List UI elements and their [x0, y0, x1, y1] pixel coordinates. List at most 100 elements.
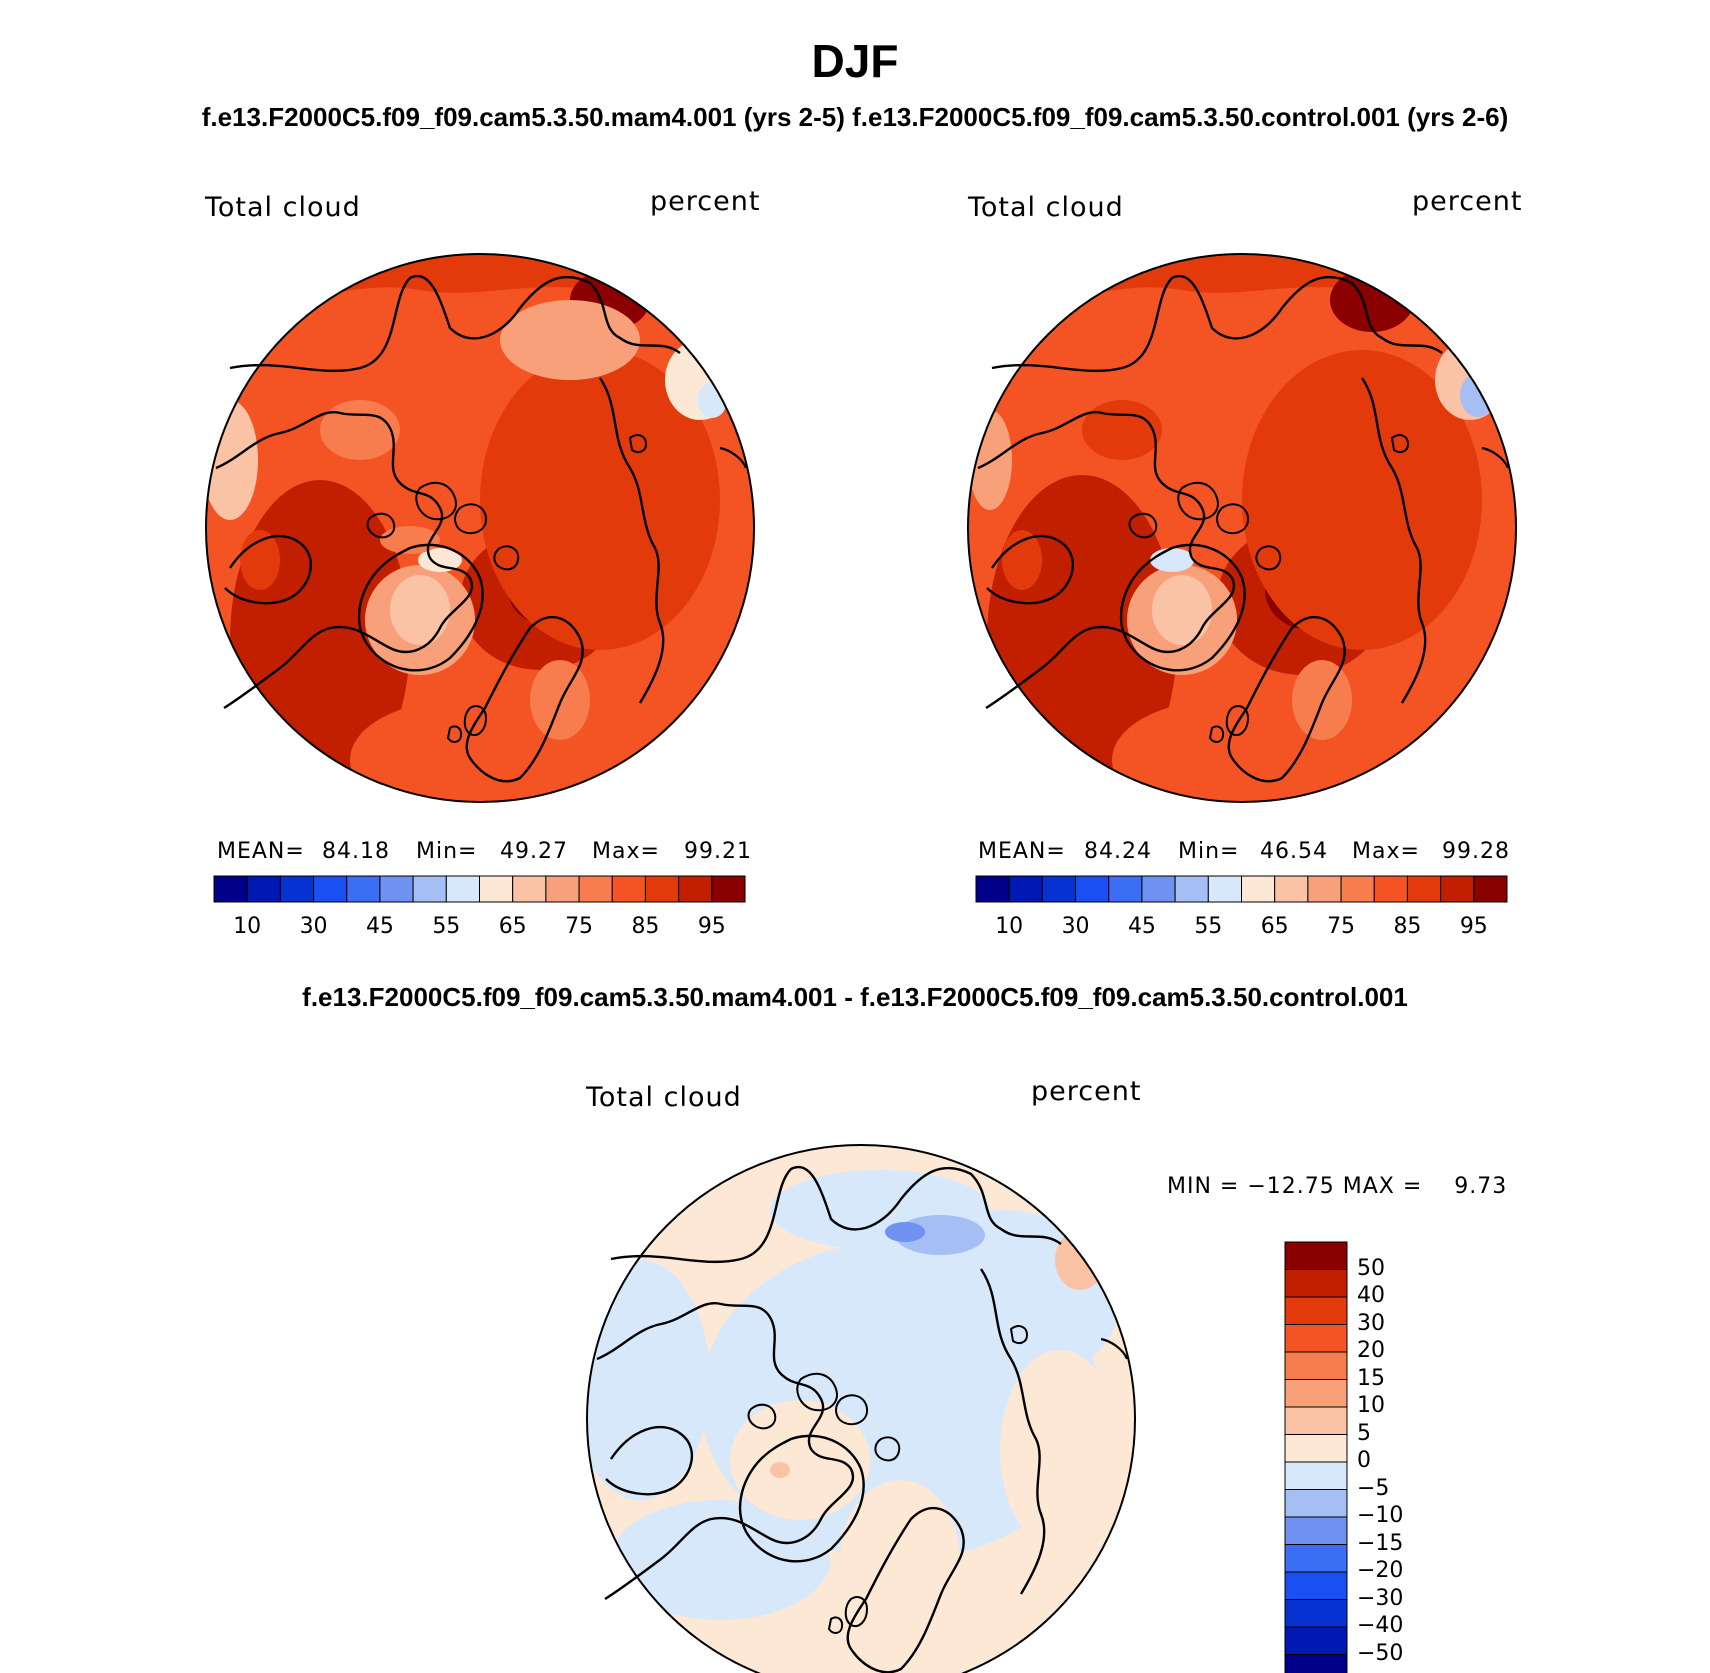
difference-colorbar-tick-label: −40	[1357, 1613, 1404, 1638]
colorbar-swatch	[1284, 1434, 1348, 1463]
diff-units-label: percent	[1031, 1076, 1142, 1107]
panel1-colorbar-tick-label: 65	[498, 914, 527, 939]
difference-title: f.e13.F2000C5.f09_f09.cam5.3.50.mam4.001…	[302, 982, 1408, 1012]
colorbar-swatch	[1284, 1324, 1348, 1353]
panel1-colorbar-tick-label: 95	[697, 914, 726, 939]
colorbar-swatch	[611, 875, 646, 903]
colorbar-swatch	[1284, 1626, 1348, 1655]
difference-map	[587, 1145, 1135, 1673]
colorbar-swatch	[1108, 875, 1143, 903]
colorbar-swatch	[1340, 875, 1375, 903]
colorbar-swatch	[1284, 1571, 1348, 1600]
difference-colorbar-tick-label: −15	[1357, 1530, 1404, 1556]
panel1-colorbar-tick-label: 45	[365, 914, 394, 939]
colorbar-swatch	[1141, 875, 1176, 903]
colorbar-swatch	[678, 875, 713, 903]
panel2-max-value: 99.28	[1442, 839, 1510, 864]
panel2-map-border	[967, 253, 1517, 803]
colorbar-swatch	[1406, 875, 1442, 903]
difference-colorbar	[1284, 1241, 1348, 1673]
colorbar-swatch	[1284, 1406, 1348, 1435]
colorbar-swatch	[644, 875, 680, 903]
difference-colorbar-tick-label: −50	[1357, 1640, 1404, 1666]
diff-variable-label: Total cloud	[586, 1082, 742, 1113]
colorbar-swatch	[1284, 1269, 1348, 1298]
colorbar-swatch	[578, 875, 613, 903]
colorbar-swatch	[479, 875, 514, 903]
panel1-colorbar-tick-label: 55	[432, 914, 461, 939]
panel2-colorbar-tick-label: 10	[995, 914, 1024, 939]
difference-colorbar-tick-label: −30	[1357, 1585, 1404, 1611]
panel2-colorbar-tick-label: 85	[1393, 914, 1422, 939]
panel2-map	[968, 254, 1516, 802]
colorbar-swatch	[1284, 1516, 1348, 1545]
panel2-variable-label: Total cloud	[968, 192, 1124, 223]
panel1-colorbar	[213, 875, 746, 903]
panel1-min-label: Min=	[416, 839, 478, 864]
colorbar-swatch	[412, 875, 447, 903]
difference-colorbar-tick-label: 20	[1357, 1338, 1385, 1363]
colorbar-swatch	[1284, 1599, 1348, 1628]
colorbar-swatch	[445, 875, 480, 903]
colorbar-swatch	[379, 875, 414, 903]
difference-colorbar-tick-label: 30	[1357, 1310, 1385, 1336]
panel2-colorbar-tick-label: 45	[1127, 914, 1156, 939]
panel2-colorbar-tick-label: 65	[1260, 914, 1289, 939]
colorbar-swatch	[1075, 875, 1110, 903]
colorbar-swatch	[1041, 875, 1077, 903]
difference-map-border	[586, 1144, 1136, 1673]
colorbar-swatch	[1284, 1379, 1348, 1408]
colorbar-swatch	[1373, 875, 1408, 903]
difference-colorbar-tick-label: 0	[1357, 1448, 1371, 1473]
colorbar-swatch	[1274, 875, 1309, 903]
difference-colorbar-tick-label: 5	[1357, 1420, 1371, 1446]
panel2-colorbar-tick-label: 55	[1194, 914, 1223, 939]
panel2-units-label: percent	[1412, 186, 1523, 217]
difference-colorbar-tick-label: 50	[1357, 1255, 1385, 1281]
panel1-colorbar-tick-label: 85	[631, 914, 660, 939]
colorbar-swatch	[711, 875, 746, 903]
panel1-mean-value: 84.18	[322, 839, 390, 864]
panel1-mean-label: MEAN=	[217, 839, 305, 864]
colorbar-swatch	[545, 875, 580, 903]
colorbar-swatch	[1473, 875, 1508, 903]
colorbar-swatch	[1207, 875, 1242, 903]
panel2-colorbar-tick-label: 30	[1061, 914, 1090, 939]
panel1-max-label: Max=	[592, 839, 660, 864]
panel2-mean-value: 84.24	[1084, 839, 1152, 864]
colorbar-swatch	[1284, 1461, 1348, 1490]
colorbar-swatch	[1241, 875, 1276, 903]
panel1-min-value: 49.27	[500, 839, 568, 864]
colorbar-swatch	[246, 875, 281, 903]
panel2-colorbar	[975, 875, 1508, 903]
colorbar-swatch	[313, 875, 348, 903]
difference-colorbar-tick-label: 10	[1357, 1393, 1385, 1418]
panel1-map	[206, 254, 754, 802]
diff-minmax-label: MIN = −12.75 MAX = 9.73	[1167, 1174, 1508, 1199]
colorbar-swatch	[1008, 875, 1043, 903]
colorbar-swatch	[1284, 1544, 1348, 1573]
colorbar-swatch	[213, 875, 248, 903]
panel1-colorbar-tick-label: 10	[233, 914, 262, 939]
panel2-min-value: 46.54	[1260, 839, 1328, 864]
panel2-colorbar-tick-label: 75	[1327, 914, 1356, 939]
colorbar-swatch	[1307, 875, 1342, 903]
colorbar-swatch	[279, 875, 315, 903]
difference-colorbar-tick-label: 40	[1357, 1283, 1385, 1308]
page-title: DJF	[811, 35, 899, 87]
colorbar-swatch	[1440, 875, 1475, 903]
difference-colorbar-tick-label: −10	[1357, 1503, 1404, 1528]
panel2-min-label: Min=	[1178, 839, 1240, 864]
panel1-variable-label: Total cloud	[205, 192, 361, 223]
panel2-mean-label: MEAN=	[978, 839, 1066, 864]
panel2-colorbar-tick-label: 95	[1459, 914, 1488, 939]
colorbar-swatch	[975, 875, 1010, 903]
panel2-max-label: Max=	[1352, 839, 1420, 864]
panel1-max-value: 99.21	[684, 839, 752, 864]
colorbar-swatch	[1284, 1654, 1348, 1673]
difference-colorbar-tick-label: −5	[1357, 1475, 1390, 1501]
colorbar-swatch	[1284, 1241, 1348, 1270]
colorbar-swatch	[512, 875, 547, 903]
case-subtitle: f.e13.F2000C5.f09_f09.cam5.3.50.mam4.001…	[201, 102, 1509, 132]
